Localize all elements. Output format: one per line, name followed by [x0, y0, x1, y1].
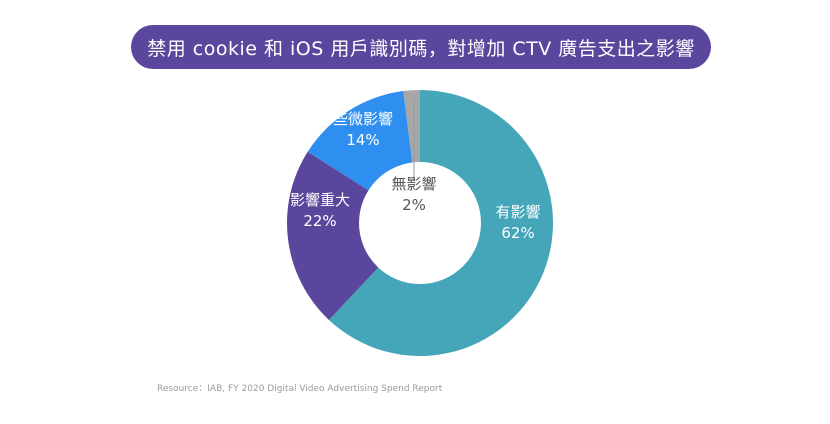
chart-title: 禁用 cookie 和 iOS 用戶識別碼，對增加 CTV 廣告支出之影響	[131, 25, 711, 69]
pie-slice-2	[287, 151, 420, 320]
slice-value-label-1: 62%	[501, 224, 534, 242]
slice-label-2: 影響重大	[290, 191, 350, 209]
slice-value-label-4: 2%	[402, 196, 426, 214]
labels-layer: 有影響 62% 影響重大 22% 些微影響 14% 無影響 2%	[290, 110, 541, 242]
donut-hole	[359, 162, 481, 284]
slice-label-3: 些微影響	[333, 110, 393, 128]
slice-value-label-2: 22%	[303, 212, 336, 230]
slice-label-4: 無影響	[391, 175, 436, 193]
slice-label-1: 有影響	[495, 203, 540, 221]
slice-value-label-3: 14%	[346, 131, 379, 149]
source-note: Resource：IAB, FY 2020 Digital Video Adve…	[157, 384, 443, 394]
